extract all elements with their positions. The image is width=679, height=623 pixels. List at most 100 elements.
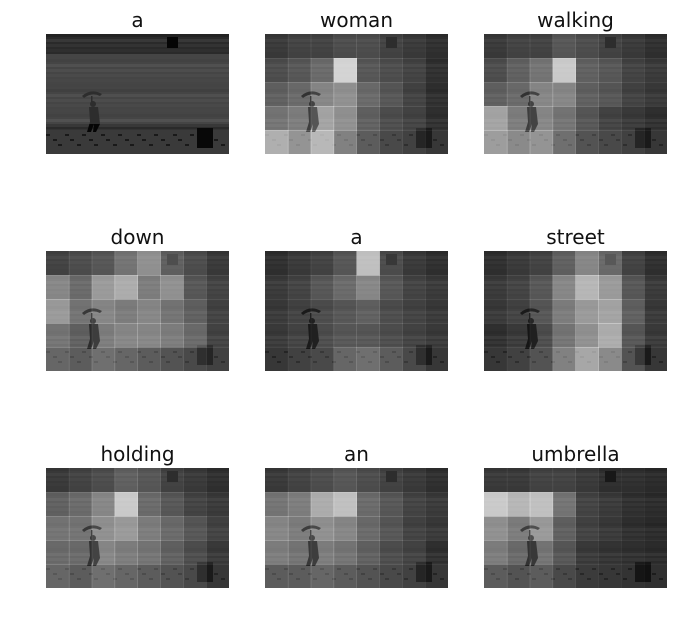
attention-cell [265, 130, 289, 154]
attention-cell [484, 275, 508, 300]
attention-cell [206, 299, 229, 324]
attention-cell [621, 347, 645, 371]
person-silhouette [520, 525, 540, 566]
attention-cell [598, 275, 622, 300]
attention-cell [265, 516, 289, 541]
attention-image [46, 251, 229, 371]
attention-cell [265, 492, 289, 517]
person-silhouette [520, 91, 540, 132]
attention-cell [529, 347, 554, 371]
attention-cell [287, 34, 312, 59]
attention-cell [529, 299, 554, 324]
attention-cell [575, 58, 599, 83]
attention-cell [529, 516, 554, 541]
panel-word-title: an [344, 442, 369, 466]
attention-cell [310, 540, 335, 565]
wall-sign [167, 471, 178, 482]
attention-cell [206, 323, 229, 348]
attention-cell [402, 34, 426, 59]
attention-cell [333, 82, 357, 107]
attention-cell [137, 468, 161, 493]
attention-cell [644, 130, 667, 154]
attention-cell [137, 251, 161, 276]
attention-cell [46, 347, 70, 371]
attention-cell [621, 468, 645, 493]
attention-cell [402, 58, 426, 83]
attention-cell [552, 540, 576, 565]
attention-cell [402, 564, 426, 588]
attention-cell [644, 516, 667, 541]
attention-cell [621, 275, 645, 300]
attention-cell [137, 516, 161, 541]
attention-cell [356, 299, 380, 324]
attention-cell [575, 299, 599, 324]
wall-sign [605, 37, 616, 48]
attention-cell [379, 275, 403, 300]
attention-cell [183, 516, 207, 541]
attention-cell [552, 58, 576, 83]
attention-cell [425, 347, 448, 371]
attention-cell [575, 251, 599, 276]
attention-cell [506, 130, 531, 154]
attention-cell [379, 516, 403, 541]
attention-cell [114, 299, 138, 324]
attention-cell [333, 275, 357, 300]
attention-cell [552, 516, 576, 541]
street-photo [484, 34, 667, 154]
attention-cell [356, 58, 380, 83]
attention-image [265, 251, 448, 371]
attention-cell [644, 564, 667, 588]
attention-cell [402, 347, 426, 371]
person-with-umbrella [301, 308, 321, 349]
attention-cell [265, 323, 289, 348]
attention-cell [529, 275, 554, 300]
attention-cell [621, 540, 645, 565]
attention-cell [206, 564, 229, 588]
attention-cell [91, 492, 116, 517]
attention-cell [552, 347, 576, 371]
attention-cell [598, 347, 622, 371]
attention-cell [379, 492, 403, 517]
street-photo [265, 468, 448, 588]
attention-cell [552, 492, 576, 517]
attention-cell [160, 468, 184, 493]
attention-cell [356, 82, 380, 107]
attention-cell [552, 106, 576, 131]
attention-cell [425, 299, 448, 324]
attention-cell [506, 492, 531, 517]
attention-cell [552, 468, 576, 493]
attention-cell [183, 323, 207, 348]
attention-cell [402, 516, 426, 541]
attention-cell [287, 82, 312, 107]
attention-cell [333, 323, 357, 348]
attention-image [265, 34, 448, 154]
attention-cell [484, 34, 508, 59]
attention-cell [137, 275, 161, 300]
person-with-umbrella [82, 308, 102, 349]
attention-cell [402, 275, 426, 300]
attention-cell [506, 82, 531, 107]
wall-sign [386, 471, 397, 482]
attention-cell [552, 299, 576, 324]
attention-cell [68, 540, 93, 565]
attention-cell [91, 251, 116, 276]
attention-cell [160, 251, 184, 276]
panel-word-title: street [546, 225, 605, 249]
attention-cell [644, 58, 667, 83]
attention-cell [484, 82, 508, 107]
attention-cell [310, 130, 335, 154]
attention-cell [287, 468, 312, 493]
trash-bin [635, 128, 651, 148]
attention-cell [46, 564, 70, 588]
attention-cell [552, 323, 576, 348]
attention-cell [402, 82, 426, 107]
attention-cell [621, 323, 645, 348]
street-photo [265, 34, 448, 154]
attention-cell [206, 347, 229, 371]
attention-cell [356, 564, 380, 588]
attention-cell [91, 347, 116, 371]
attention-image [484, 468, 667, 588]
attention-image [46, 468, 229, 588]
attention-cell [68, 347, 93, 371]
trash-bin [416, 562, 432, 582]
